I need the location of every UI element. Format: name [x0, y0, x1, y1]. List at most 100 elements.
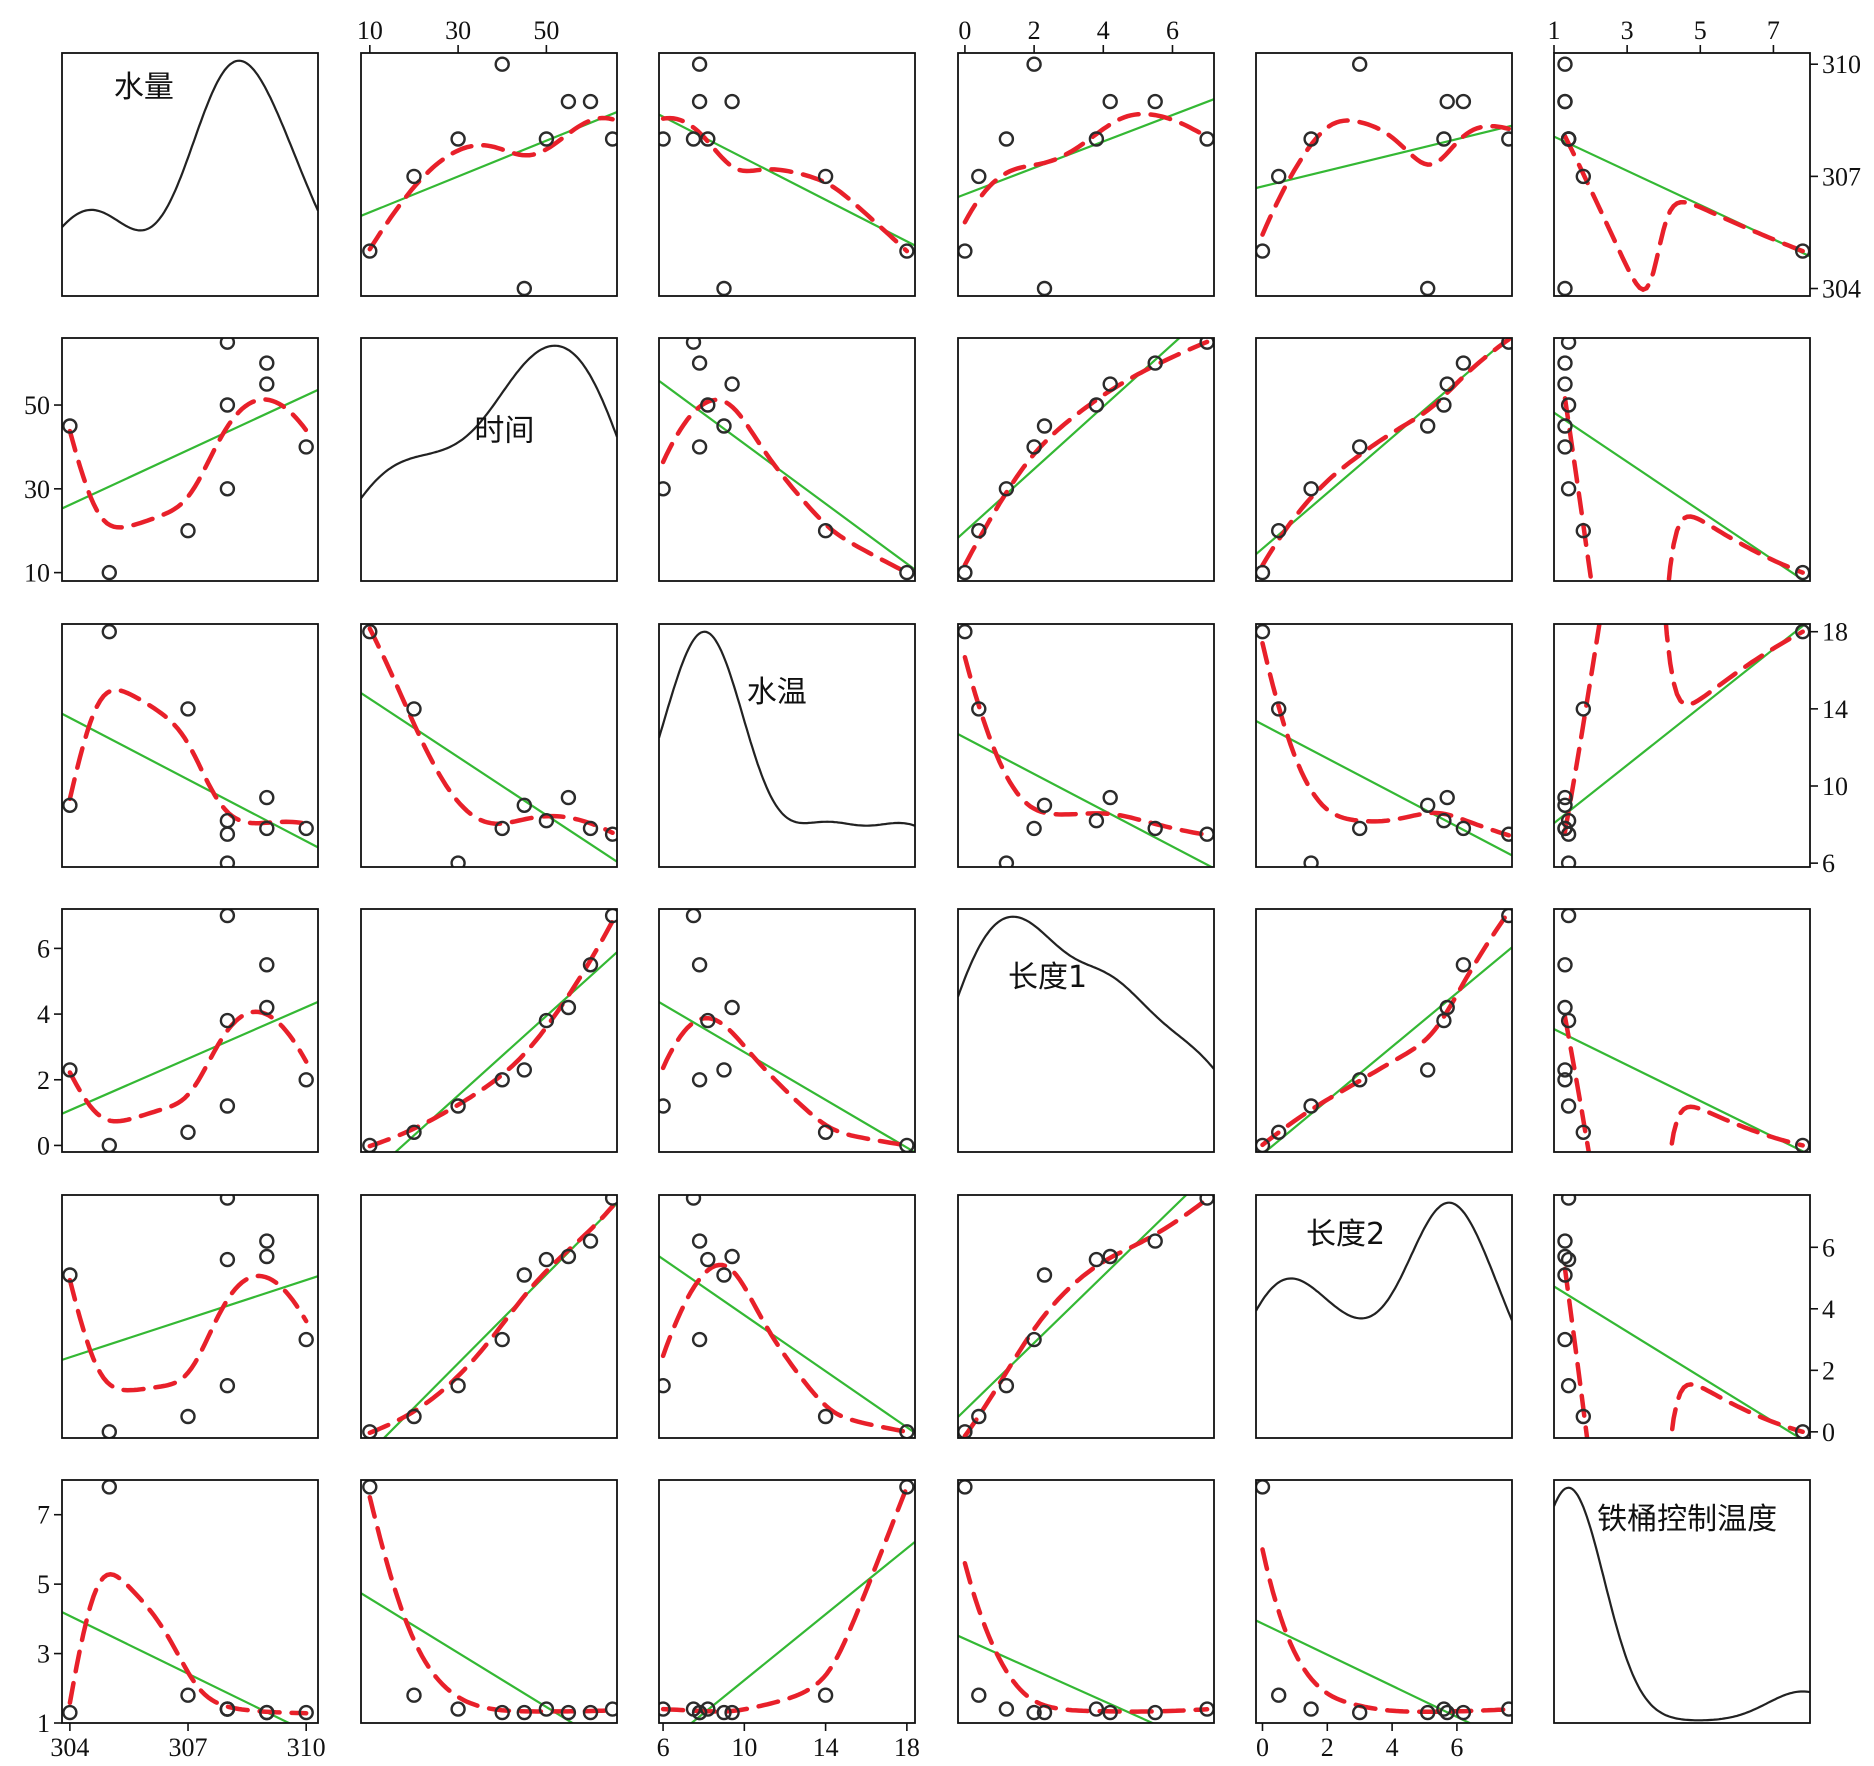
density-curve [361, 344, 617, 499]
x-tick-label: 4 [1386, 1733, 1399, 1762]
data-point [538, 813, 555, 829]
data-point [1270, 701, 1287, 717]
data-point [259, 1704, 275, 1721]
data-point [685, 131, 702, 147]
data-point [685, 909, 702, 924]
smooth-fit-curve [1260, 338, 1512, 568]
panel-frame [61, 908, 319, 1153]
data-point [101, 1137, 117, 1152]
data-point [700, 131, 716, 147]
data-point [998, 1701, 1015, 1717]
data-point [817, 1687, 834, 1703]
panel-frame [658, 52, 916, 297]
data-point [582, 93, 599, 110]
y-tick-label: 10 [24, 559, 50, 588]
y-tick-label: 7 [37, 1501, 50, 1530]
x-tick-label: 0 [1256, 1733, 1269, 1762]
panel-content [362, 909, 617, 1152]
data-point [1036, 418, 1053, 434]
data-point [971, 701, 987, 717]
data-point [971, 1687, 987, 1703]
data-point [516, 280, 532, 296]
data-point [1303, 855, 1319, 867]
data-point [899, 564, 915, 581]
data-point [1088, 131, 1105, 147]
panel-铁桶控制温度-vs-长度1 [957, 1479, 1215, 1724]
panel-content [1256, 624, 1512, 867]
data-point [362, 624, 378, 640]
data-point [1560, 813, 1577, 829]
data-point [62, 1267, 78, 1283]
diagonal-label-长度1: 长度1 [1008, 960, 1087, 995]
data-point [716, 1267, 732, 1283]
data-point [1560, 397, 1577, 413]
panel-长度1-vs-长度2 [1255, 908, 1513, 1153]
smooth-fit-curve [1260, 1547, 1512, 1714]
panel-content [62, 1480, 314, 1723]
data-point [817, 523, 834, 539]
data-point [406, 1124, 422, 1141]
data-point [259, 355, 275, 371]
y-tick-label: 10 [1822, 772, 1848, 801]
linear-fit-line [393, 951, 617, 1152]
panel-frame [360, 1479, 618, 1724]
data-point [1088, 1701, 1105, 1717]
panel-frame [1255, 623, 1513, 868]
data-point [1557, 789, 1573, 806]
panel-content [958, 915, 1214, 1070]
panel-frame [360, 1194, 618, 1439]
data-point [450, 1098, 466, 1114]
x-tick-label: 6 [1166, 16, 1179, 45]
data-point [298, 1331, 314, 1348]
panel-content [1554, 56, 1810, 296]
data-point [1560, 855, 1577, 867]
x-tick-label: 7 [1767, 16, 1780, 45]
data-point [101, 1480, 117, 1495]
data-point [724, 376, 740, 392]
density-curve [62, 59, 318, 232]
data-point [1560, 481, 1577, 497]
data-point [362, 1480, 378, 1495]
data-point [1575, 1408, 1592, 1425]
data-point [724, 1248, 740, 1265]
smooth-fit-curve [367, 626, 615, 836]
data-point [1557, 999, 1573, 1016]
panel-水量-vs-时间 [360, 52, 618, 297]
data-point [1026, 439, 1042, 455]
data-point [259, 820, 275, 837]
smooth-fit-curve [67, 1273, 309, 1393]
panel-frame [1255, 1194, 1513, 1439]
data-point [219, 1195, 236, 1206]
y-tick-label: 2 [1822, 1356, 1835, 1385]
data-point [1575, 523, 1592, 539]
data-point [62, 1062, 78, 1078]
data-point [1199, 1195, 1214, 1206]
data-point [1102, 376, 1118, 392]
data-point [219, 826, 236, 842]
data-point [1455, 1704, 1472, 1721]
panel-frame [1553, 908, 1811, 1153]
data-point [691, 93, 708, 110]
data-point [1557, 93, 1573, 110]
data-point [101, 564, 118, 581]
smooth-fit-curve [1260, 909, 1512, 1148]
panel-content [1256, 56, 1512, 296]
data-point [516, 1062, 532, 1078]
data-point [998, 481, 1015, 497]
smooth-fit-curve [1562, 396, 1805, 581]
panel-frame [1553, 1479, 1811, 1724]
linear-fit-line [958, 733, 1214, 867]
panel-frame [61, 1479, 319, 1724]
data-point [700, 1251, 716, 1268]
data-point [1036, 1267, 1053, 1283]
panel-content [1256, 909, 1512, 1152]
data-point [1303, 131, 1319, 147]
data-point [899, 1424, 915, 1438]
panel-content [62, 59, 318, 232]
panel-content [1256, 338, 1512, 581]
data-point [1303, 1098, 1319, 1114]
panel-content [659, 909, 915, 1152]
smooth-fit-curve [660, 1262, 910, 1435]
data-point [1351, 1072, 1368, 1088]
data-point [1351, 1704, 1368, 1721]
